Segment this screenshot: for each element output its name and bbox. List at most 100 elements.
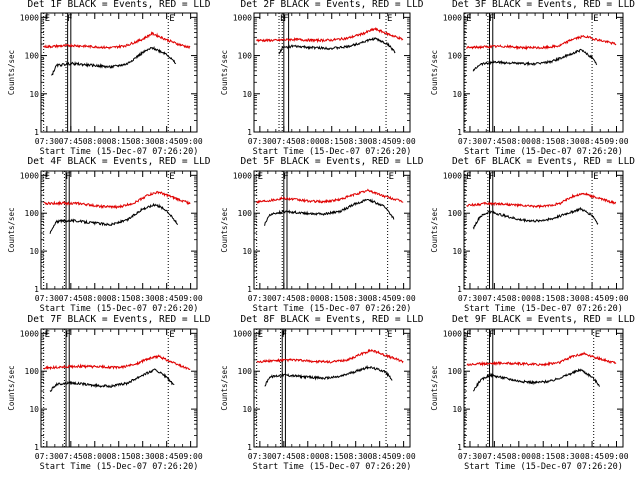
marker-label: E bbox=[466, 172, 471, 182]
marker-label: E bbox=[595, 330, 600, 340]
x-axis-label: Start Time (15-Dec-07 07:26:20) bbox=[40, 147, 199, 157]
x-tick-label: 08:00 bbox=[296, 452, 320, 461]
marker-label: E bbox=[169, 172, 174, 182]
lld-series-line bbox=[43, 354, 191, 371]
plot-frame bbox=[463, 170, 624, 290]
x-tick-label: 07:30 bbox=[458, 137, 482, 146]
marker-label: E bbox=[466, 330, 471, 340]
marker-label: E bbox=[258, 330, 263, 340]
marker-label: F bbox=[283, 172, 288, 182]
x-tick-label: 08:15 bbox=[320, 452, 344, 461]
y-tick-label: 10 bbox=[452, 247, 462, 256]
events-series-line bbox=[472, 368, 601, 392]
chart-panel: Det 6F BLACK = Events, RED = LLD Counts/s… bbox=[430, 156, 635, 314]
plot-frame bbox=[40, 328, 198, 448]
chart-title: Det 2F BLACK = Events, RED = LLD bbox=[240, 0, 423, 10]
x-tick-label: 08:00 bbox=[296, 137, 320, 146]
x-tick-label: 08:00 bbox=[83, 452, 107, 461]
chart-panel: Det 5F BLACK = Events, RED = LLD Counts/s… bbox=[220, 156, 424, 314]
marker-label: E bbox=[45, 172, 50, 182]
y-axis-label: Counts/sec bbox=[7, 365, 16, 410]
plot-frame bbox=[40, 170, 198, 290]
marker-label: F bbox=[489, 172, 494, 182]
marker-label: F bbox=[283, 14, 288, 24]
y-tick-label: 100 bbox=[25, 52, 40, 61]
chart-panel: Det 9F BLACK = Events, RED = LLD Counts/s… bbox=[430, 314, 635, 472]
marker-label: E bbox=[169, 330, 174, 340]
x-tick-label: 08:30 bbox=[344, 137, 368, 146]
y-tick-label: 100 bbox=[25, 209, 40, 218]
x-tick-label: 08:15 bbox=[531, 294, 555, 303]
x-axis-label: Start Time (15-Dec-07 07:26:20) bbox=[464, 304, 623, 314]
x-axis-label: Start Time (15-Dec-07 07:26:20) bbox=[253, 304, 412, 314]
x-tick-label: 07:45 bbox=[482, 452, 506, 461]
chart-title: Det 8F BLACK = Events, RED = LLD bbox=[240, 314, 423, 325]
marker-label: E bbox=[258, 172, 263, 182]
x-tick-label: 07:45 bbox=[59, 137, 83, 146]
lld-series-line bbox=[43, 31, 191, 50]
y-tick-label: 100 bbox=[238, 367, 253, 376]
x-tick-label: 08:30 bbox=[131, 452, 155, 461]
marker-label: F bbox=[489, 14, 494, 24]
plot-frame bbox=[253, 328, 411, 448]
y-tick-label: 1 bbox=[247, 443, 252, 452]
marker-label: E bbox=[169, 14, 174, 24]
chart-panel: Det 4F BLACK = Events, RED = LLD Counts/s… bbox=[7, 156, 211, 314]
y-axis-label: Counts/sec bbox=[220, 207, 229, 252]
events-series-line bbox=[51, 45, 177, 76]
marker-label: E bbox=[45, 330, 50, 340]
x-tick-label: 08:15 bbox=[107, 294, 131, 303]
marker-label: F bbox=[282, 330, 287, 340]
y-tick-label: 100 bbox=[448, 367, 463, 376]
y-tick-label: 10 bbox=[29, 405, 39, 414]
plot-frame bbox=[463, 328, 624, 448]
x-tick-label: 07:45 bbox=[272, 452, 296, 461]
y-tick-label: 1 bbox=[247, 128, 252, 137]
events-series-line bbox=[472, 206, 599, 230]
y-tick-label: 10 bbox=[242, 90, 252, 99]
x-tick-label: 07:45 bbox=[59, 452, 83, 461]
x-tick-label: 09:00 bbox=[179, 452, 203, 461]
x-tick-label: 07:30 bbox=[458, 294, 482, 303]
x-tick-label: 09:00 bbox=[604, 294, 628, 303]
y-tick-label: 1 bbox=[34, 128, 39, 137]
x-tick-label: 08:30 bbox=[131, 294, 155, 303]
lld-series-line bbox=[466, 351, 617, 367]
x-tick-label: 08:45 bbox=[580, 452, 604, 461]
x-tick-label: 08:00 bbox=[507, 137, 531, 146]
x-tick-label: 08:45 bbox=[368, 294, 392, 303]
y-axis-label: Counts/sec bbox=[7, 207, 16, 252]
chart-title: Det 4F BLACK = Events, RED = LLD bbox=[27, 156, 210, 167]
y-axis-label: Counts/sec bbox=[220, 365, 229, 410]
x-tick-label: 08:30 bbox=[556, 137, 580, 146]
x-tick-label: 07:30 bbox=[248, 452, 272, 461]
x-tick-label: 08:15 bbox=[320, 137, 344, 146]
x-tick-label: 08:30 bbox=[131, 137, 155, 146]
x-tick-label: 07:30 bbox=[35, 452, 59, 461]
marker-label: E bbox=[466, 14, 471, 24]
y-tick-label: 1000 bbox=[233, 329, 252, 338]
y-tick-label: 1000 bbox=[20, 13, 39, 22]
marker-label: E bbox=[280, 14, 285, 24]
y-tick-label: 10 bbox=[29, 90, 39, 99]
y-tick-label: 1000 bbox=[443, 13, 462, 22]
y-tick-label: 1000 bbox=[20, 171, 39, 180]
x-tick-label: 08:15 bbox=[531, 137, 555, 146]
y-tick-label: 1 bbox=[457, 285, 462, 294]
x-tick-label: 08:30 bbox=[344, 294, 368, 303]
x-tick-label: 08:45 bbox=[580, 137, 604, 146]
marker-label: F bbox=[65, 172, 70, 182]
marker-label: F bbox=[489, 330, 494, 340]
x-tick-label: 08:30 bbox=[556, 452, 580, 461]
x-tick-label: 07:30 bbox=[458, 452, 482, 461]
x-tick-label: 08:45 bbox=[155, 452, 179, 461]
x-axis-label: Start Time (15-Dec-07 07:26:20) bbox=[253, 147, 412, 157]
x-tick-label: 08:30 bbox=[344, 452, 368, 461]
y-tick-label: 10 bbox=[29, 247, 39, 256]
chart-title: Det 1F BLACK = Events, RED = LLD bbox=[27, 0, 210, 10]
marker-label: E bbox=[387, 14, 392, 24]
x-tick-label: 07:45 bbox=[482, 137, 506, 146]
chart-title: Det 7F BLACK = Events, RED = LLD bbox=[27, 314, 210, 325]
x-tick-label: 07:30 bbox=[35, 137, 59, 146]
